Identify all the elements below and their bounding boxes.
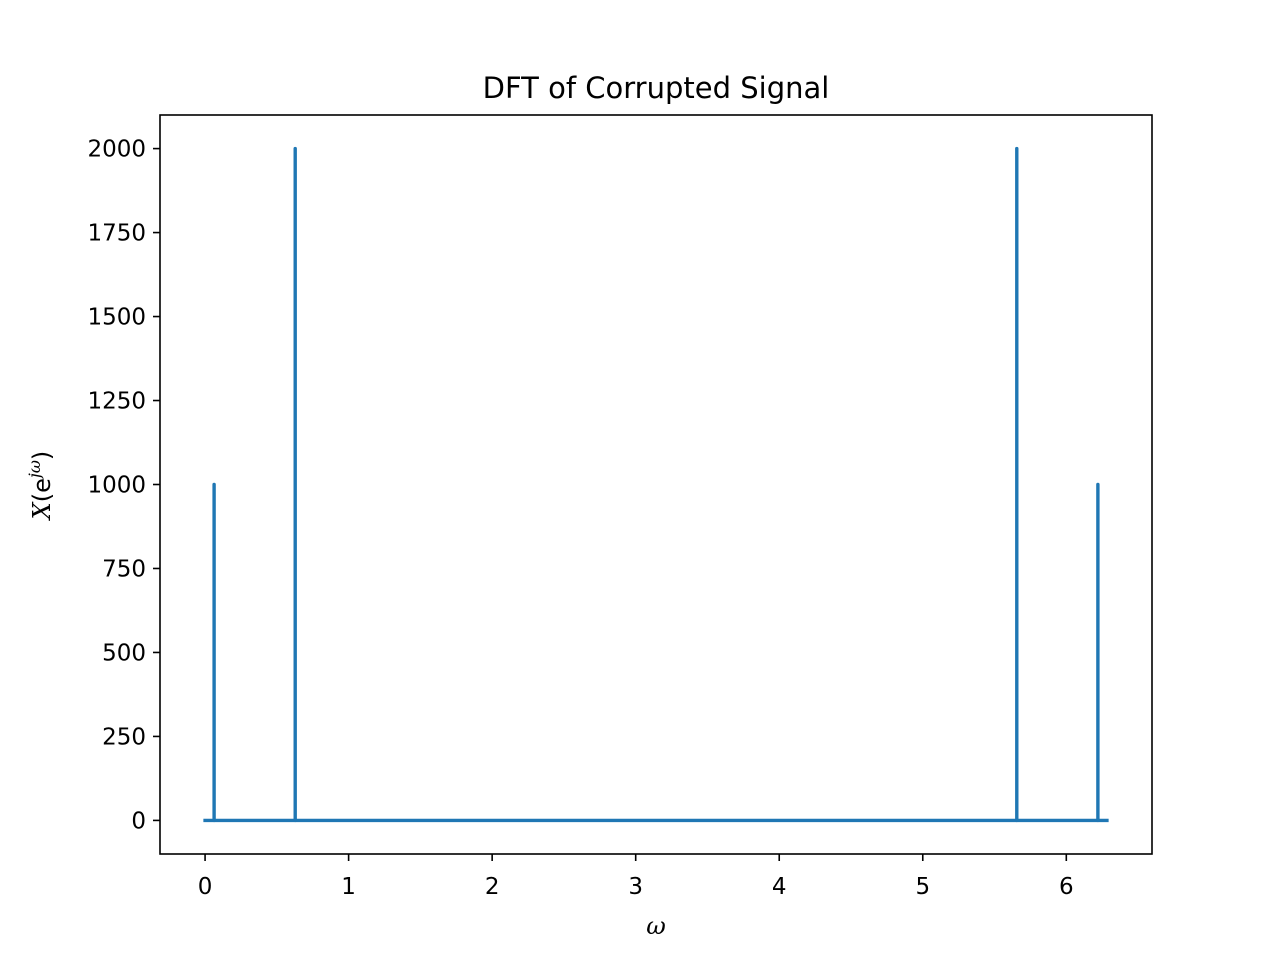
x-tick-label: 4	[772, 874, 787, 900]
plot-area	[203, 146, 1109, 823]
y-axis-label-open: (e	[28, 478, 56, 502]
plot-frame	[159, 114, 1153, 855]
y-tick-label: 2000	[87, 137, 146, 163]
x-tick-label: 5	[915, 874, 930, 900]
y-axis-label: X(ejω)	[25, 451, 56, 522]
y-axis-label-close: )	[28, 451, 56, 460]
x-tick-label: 0	[198, 874, 213, 900]
chart-title: DFT of Corrupted Signal	[483, 71, 830, 105]
y-tick-label: 250	[102, 724, 146, 750]
x-axis: 0 1 2 3 4 5 6	[198, 854, 1074, 900]
x-tick-label: 2	[485, 874, 500, 900]
y-axis-label-superscript: jω	[25, 460, 44, 481]
y-tick-label: 1000	[87, 473, 146, 499]
y-tick-label: 1750	[87, 221, 146, 247]
x-tick-label: 1	[341, 874, 356, 900]
y-tick-label: 1500	[87, 305, 146, 331]
y-axis-label-base: X	[28, 501, 56, 521]
y-tick-label: 500	[102, 640, 146, 666]
x-tick-label: 6	[1059, 874, 1074, 900]
y-axis: 0 250 500 750 1000 1250 1500 1750 2000	[87, 137, 160, 834]
y-tick-label: 1250	[87, 389, 146, 415]
x-tick-label: 3	[628, 874, 643, 900]
x-axis-label: ω	[646, 912, 666, 940]
y-tick-label: 0	[131, 808, 146, 834]
y-tick-label: 750	[102, 556, 146, 582]
